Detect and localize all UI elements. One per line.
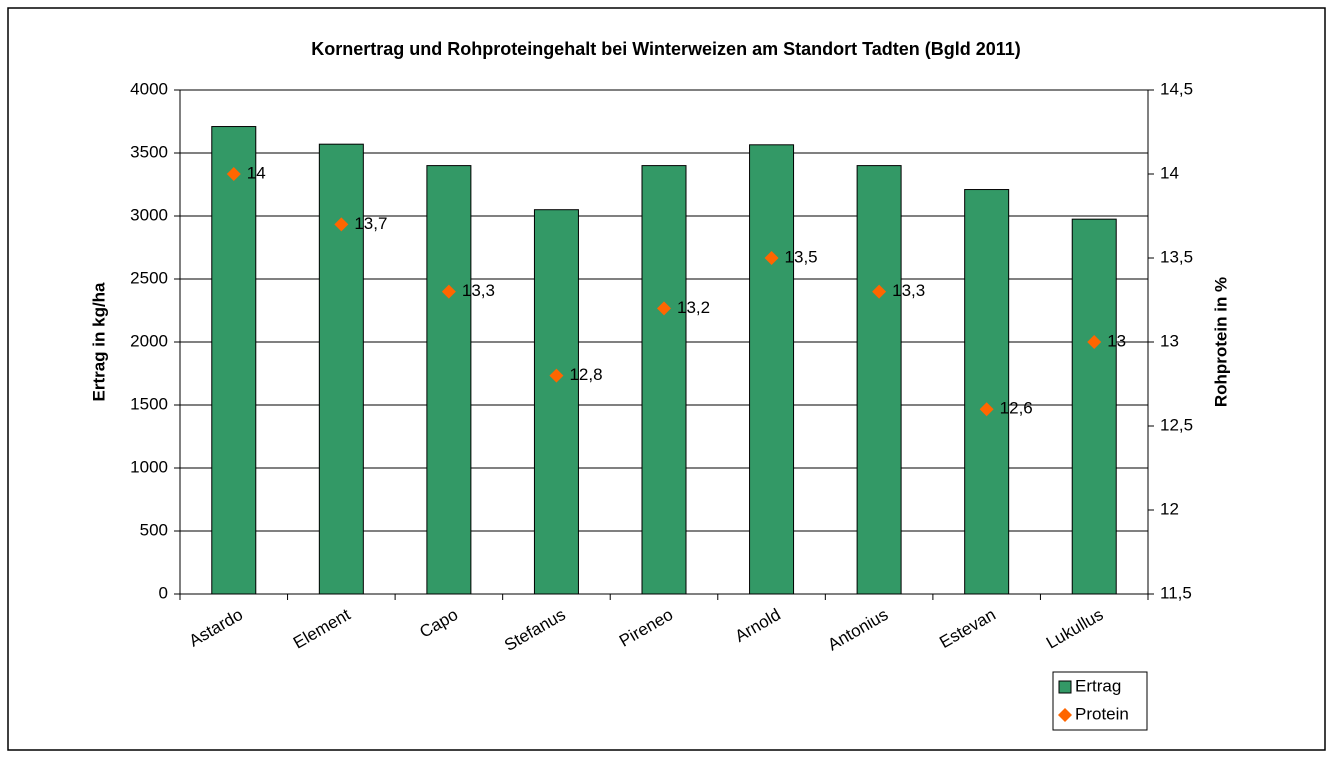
- y-tick-label: 2000: [130, 331, 168, 350]
- bar: [749, 144, 795, 595]
- y2-tick-label: 13: [1160, 331, 1179, 350]
- y2-tick-label: 13,5: [1160, 247, 1193, 266]
- bar: [318, 143, 364, 595]
- marker: [549, 368, 564, 383]
- marker: [764, 251, 779, 265]
- data-label: 12,8: [569, 365, 602, 384]
- chart-title: Kornertrag und Rohproteingehalt bei Wint…: [311, 39, 1021, 59]
- y-tick-label: 1000: [130, 457, 168, 476]
- data-label: 13,3: [462, 281, 495, 300]
- y2-tick-label: 14: [1160, 163, 1179, 182]
- marker: [979, 402, 994, 417]
- legend-swatch: [1058, 708, 1072, 722]
- y2-tick-label: 12: [1160, 499, 1179, 518]
- bar: [856, 165, 902, 595]
- bar: [641, 165, 687, 595]
- bar: [1071, 218, 1117, 595]
- data-label: 14: [247, 163, 266, 182]
- marker: [1087, 335, 1102, 349]
- bar: [211, 126, 257, 595]
- marker: [441, 284, 456, 299]
- y2-tick-label: 12,5: [1160, 415, 1193, 434]
- legend-label: Protein: [1075, 704, 1129, 723]
- marker: [657, 301, 671, 316]
- y-tick-label: 0: [159, 583, 168, 602]
- data-label: 13,3: [892, 281, 925, 300]
- data-label: 13,5: [785, 247, 818, 266]
- y2-axis-label: Rohprotein in %: [1211, 277, 1230, 407]
- data-label: 13,7: [354, 214, 387, 233]
- y-tick-label: 3500: [130, 142, 168, 161]
- y-axis-label: Ertrag in kg/ha: [89, 282, 108, 402]
- data-label: 13,2: [677, 298, 710, 317]
- y-tick-label: 500: [140, 520, 168, 539]
- data-label: 12,6: [1000, 399, 1033, 418]
- marker: [872, 284, 887, 299]
- y2-tick-label: 11,5: [1160, 583, 1192, 602]
- bar: [426, 165, 472, 595]
- legend-swatch: [1058, 680, 1072, 694]
- bar: [533, 209, 579, 595]
- bar: [964, 189, 1010, 595]
- marker: [226, 167, 241, 181]
- y-tick-label: 1500: [130, 394, 168, 413]
- data-label: 13: [1107, 331, 1126, 350]
- y-tick-label: 4000: [130, 79, 168, 98]
- marker: [334, 217, 349, 232]
- legend-label: Ertrag: [1075, 676, 1121, 695]
- y-tick-label: 3000: [130, 205, 168, 224]
- y-tick-label: 2500: [130, 268, 168, 287]
- y2-tick-label: 14,5: [1160, 79, 1193, 98]
